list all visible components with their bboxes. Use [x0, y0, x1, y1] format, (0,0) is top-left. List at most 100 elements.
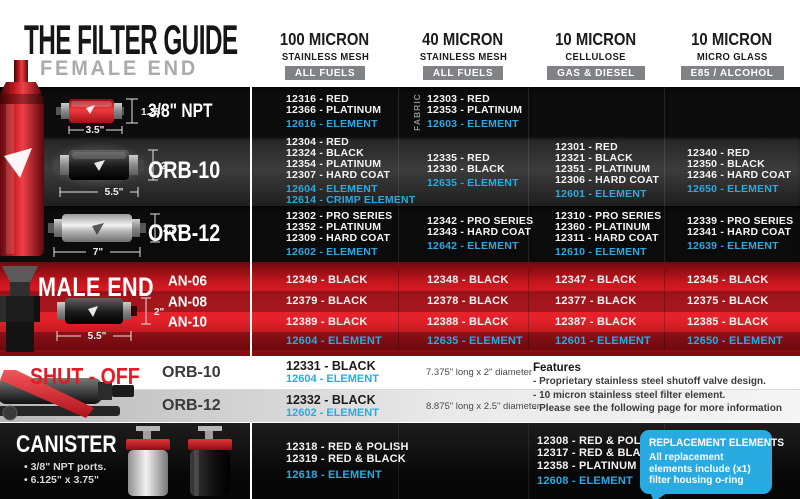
parts-list: 12304 - RED 12324 - BLACK 12354 - PLATINUM…: [286, 136, 398, 181]
elements-list: 12642 - ELEMENT: [427, 241, 528, 252]
part-number: 12321 - BLACK: [555, 152, 633, 164]
table-cell: 12302 - PRO SERIES 12352 - PLATINUM 12309 …: [252, 206, 398, 262]
label-column-divider: [250, 87, 252, 262]
part-number: 12302 - PRO SERIES: [286, 209, 393, 222]
elements-list: 12650 - ELEMENT: [687, 182, 800, 195]
table-cell: 12318 - RED & POLISH 12319 - RED & BLACK …: [252, 423, 408, 499]
part-number: 12347 - BLACK: [555, 274, 637, 286]
features-block: Features - Proprietary stainless steel s…: [533, 361, 795, 416]
part-number: 12346 - HARD COAT: [687, 168, 792, 181]
platinum-inline-filter-photo: 2.5" 7": [48, 213, 182, 258]
an-size-label: AN-06: [168, 272, 208, 289]
table-cell: 12377 - BLACK: [528, 291, 664, 312]
part-number: 12309 - HARD COAT: [286, 231, 391, 244]
spec-bullet: • 3/8" NPT ports.: [24, 461, 107, 473]
table-cell: 12378 - BLACK: [398, 291, 528, 312]
header: THE FILTER GUIDE FEMALE END 100 MICRON S…: [0, 0, 800, 87]
canister-section: CANISTER • 3/8" NPT ports. • 6.125" x 3.7…: [0, 423, 800, 499]
elements-list: 12616 - ELEMENT: [286, 118, 398, 130]
element-part-number: 12608 - ELEMENT: [537, 475, 633, 487]
parts-list: 12342 - PRO SERIES 12343 - HARD COAT: [427, 216, 533, 238]
element-part-number: 12602 - ELEMENT: [286, 245, 378, 258]
male-end-heading: MALE END: [38, 272, 154, 302]
table-cell: 12331 - BLACK 12604 - ELEMENT: [252, 356, 398, 389]
part-number: 12339 - PRO SERIES: [687, 215, 794, 227]
part-number: 12354 - PLATINUM: [286, 157, 382, 170]
element-part-number: 12610 - ELEMENT: [555, 245, 647, 258]
feature-item: - Proprietary stainless steel shutoff va…: [533, 376, 766, 387]
table-cell: 12387 - BLACK: [528, 312, 664, 332]
male-end-section: MALE END 2" 5.5" AN-06 12349 - BLACK 123…: [0, 262, 800, 356]
dim-height-label: 2": [161, 161, 172, 172]
table-cell: 12301 - RED 12321 - BLACK 12351 - PLATINUM…: [528, 136, 664, 206]
elements-list: 12602 - ELEMENT: [286, 245, 398, 258]
an-size-label: AN-10: [168, 313, 208, 331]
part-number: 12350 - BLACK: [687, 157, 765, 170]
part-number: 12310 - PRO SERIES: [555, 209, 662, 222]
table-cell: 12304 - RED 12324 - BLACK 12354 - PLATINUM…: [252, 136, 416, 206]
black-inline-filter-photo: 2" 5.5": [52, 142, 172, 198]
table-cell: 12650 - ELEMENT: [664, 332, 800, 350]
part-number: 12351 - PLATINUM: [555, 163, 651, 175]
label-column-divider: [250, 262, 252, 356]
element-part-number: 12601 - ELEMENT: [555, 334, 651, 347]
part-number: 12378 - BLACK: [427, 295, 509, 307]
part-number: 12330 - BLACK: [427, 163, 505, 175]
dim-length-label: 7": [93, 247, 104, 258]
element-part-number: 12603 - ELEMENT: [427, 117, 519, 130]
parts-list: 12308 - RED & POLISH 12317 - RED & BLACK 1…: [537, 435, 664, 473]
element-part-number: 12604 - ELEMENT: [286, 334, 382, 347]
element-part-number: 12614 - CRIMP ELEMENT: [286, 193, 416, 206]
spec-bullet: • 6.125" x 3.75": [24, 474, 99, 486]
female-row-orb-12: 2.5" 7" ORB-12 12302 - PRO SERIES 12352 -…: [0, 206, 800, 262]
size-note: 8.875" long x 2.5" diameter: [426, 400, 540, 412]
element-part-number: 12602 - ELEMENT: [286, 406, 379, 419]
element-part-number: 12635 - ELEMENT: [427, 177, 519, 189]
table-cell: 12345 - BLACK: [664, 270, 800, 291]
table-cell: 12635 - ELEMENT: [398, 332, 528, 350]
replacement-elements-callout: REPLACEMENT ELEMENTS All replacement ele…: [640, 430, 784, 499]
canister-specs: • 3/8" NPT ports. • 6.125" x 3.75": [24, 461, 106, 487]
column-subtitle: STAINLESS MESH: [281, 51, 369, 63]
column-title: 10 MICRON: [691, 29, 773, 49]
elements-list: 12639 - ELEMENT: [687, 241, 800, 252]
fuel-badge: E85 / ALCOHOL: [680, 66, 784, 80]
column-header-10-micron-micro-glass: 10 MICRON MICRO GLASS E85 / ALCOHOL: [664, 0, 800, 87]
elements-list: 12610 - ELEMENT: [555, 245, 664, 258]
table-cell-empty: [528, 87, 664, 136]
parts-list: 12318 - RED & POLISH 12319 - RED & BLACK: [286, 441, 408, 466]
features-title: Features: [533, 362, 581, 374]
row-title: ORB-12: [162, 397, 221, 414]
part-number: 12349 - BLACK: [286, 274, 368, 286]
fuel-badge: GAS & DIESEL: [547, 66, 645, 80]
dim-length-label: 5.5": [105, 187, 124, 198]
parts-list: 12310 - PRO SERIES 12360 - PLATINUM 12311 …: [555, 209, 664, 244]
row-title: ORB-10: [148, 157, 221, 184]
element-part-number: 12601 - ELEMENT: [555, 188, 647, 200]
part-number: 12389 - BLACK: [286, 315, 368, 328]
element-part-number: 12639 - ELEMENT: [687, 240, 779, 252]
table-cell-empty: [664, 87, 800, 136]
row-label-area: ORB-12: [0, 390, 252, 422]
female-row-orb-10: 2" 5.5" ORB-10 12304 - RED 12324 - BLACK 1…: [0, 136, 800, 206]
part-number: 12377 - BLACK: [555, 295, 637, 307]
element-part-number: 12604 - ELEMENT: [286, 373, 379, 385]
parts-list: 12339 - PRO SERIES 12341 - HARD COAT: [687, 216, 800, 238]
row-label-area: CANISTER • 3/8" NPT ports. • 6.125" x 3.7…: [0, 423, 252, 499]
part-number: 12388 - BLACK: [427, 315, 509, 328]
callout-body: All replacement elements include (x1) fi…: [649, 452, 751, 486]
shut-off-heading: SHUT - OFF: [30, 363, 140, 389]
element-part-number: 12650 - ELEMENT: [687, 182, 779, 195]
table-cell: 12310 - PRO SERIES 12360 - PLATINUM 12311 …: [528, 206, 664, 262]
part-number: 12340 - RED: [687, 146, 750, 159]
elements-list: 12618 - ELEMENT: [286, 469, 398, 482]
part-number: 12379 - BLACK: [286, 295, 368, 307]
column-subtitle: MICRO GLASS: [696, 51, 768, 63]
table-cell: 12379 - BLACK: [252, 291, 398, 312]
part-number: 12348 - BLACK: [427, 274, 509, 286]
elements-list: 12604 - ELEMENT 12614 - CRIMP ELEMENT: [286, 183, 416, 206]
table-cell-empty: [398, 423, 528, 499]
element-part-number: 12642 - ELEMENT: [427, 240, 519, 252]
table-cell: 12308 - RED & POLISH 12317 - RED & BLACK 1…: [528, 423, 664, 499]
